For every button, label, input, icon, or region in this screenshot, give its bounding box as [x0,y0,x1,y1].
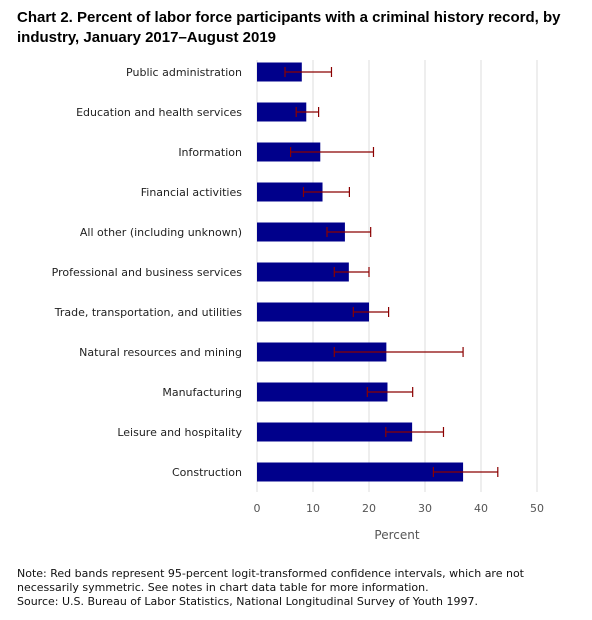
error-bars [284,67,499,477]
bar [257,62,302,82]
bar [257,462,464,482]
source-text: Source: U.S. Bureau of Labor Statistics,… [17,595,478,608]
x-tick-label: 50 [530,502,544,515]
x-tick-label: 40 [474,502,488,515]
bar [257,302,369,322]
category-label: All other (including unknown) [80,226,242,239]
category-label: Manufacturing [162,386,242,399]
category-label: Information [178,146,242,159]
category-label: Leisure and hospitality [117,426,242,439]
bar [257,142,321,162]
category-label: Financial activities [141,186,243,199]
x-axis-label: Percent [374,528,419,542]
x-tick-label: 20 [362,502,376,515]
bar [257,342,387,362]
chart-notes: Note: Red bands represent 95-percent log… [17,567,582,609]
note-text: Note: Red bands represent 95-percent log… [17,567,524,594]
bar [257,102,307,122]
x-tick-label: 30 [418,502,432,515]
bar [257,222,345,242]
bar [257,382,388,402]
category-label: Professional and business services [52,266,243,279]
x-tick-label: 0 [254,502,261,515]
bars [257,62,464,482]
bar [257,422,413,442]
x-tick-label: 10 [306,502,320,515]
category-labels: Public administration Education and healt… [52,66,243,479]
category-label: Education and health services [76,106,242,119]
x-tick-labels: 0 10 20 30 40 50 [254,502,545,515]
category-label: Public administration [126,66,242,79]
category-label: Construction [172,466,242,479]
bar [257,182,323,202]
bar [257,262,349,282]
chart-title: Chart 2. Percent of labor force particip… [17,9,561,46]
category-label: Trade, transportation, and utilities [54,306,243,319]
category-label: Natural resources and mining [79,346,242,359]
bar-chart: Public administration Education and healt… [52,60,545,542]
